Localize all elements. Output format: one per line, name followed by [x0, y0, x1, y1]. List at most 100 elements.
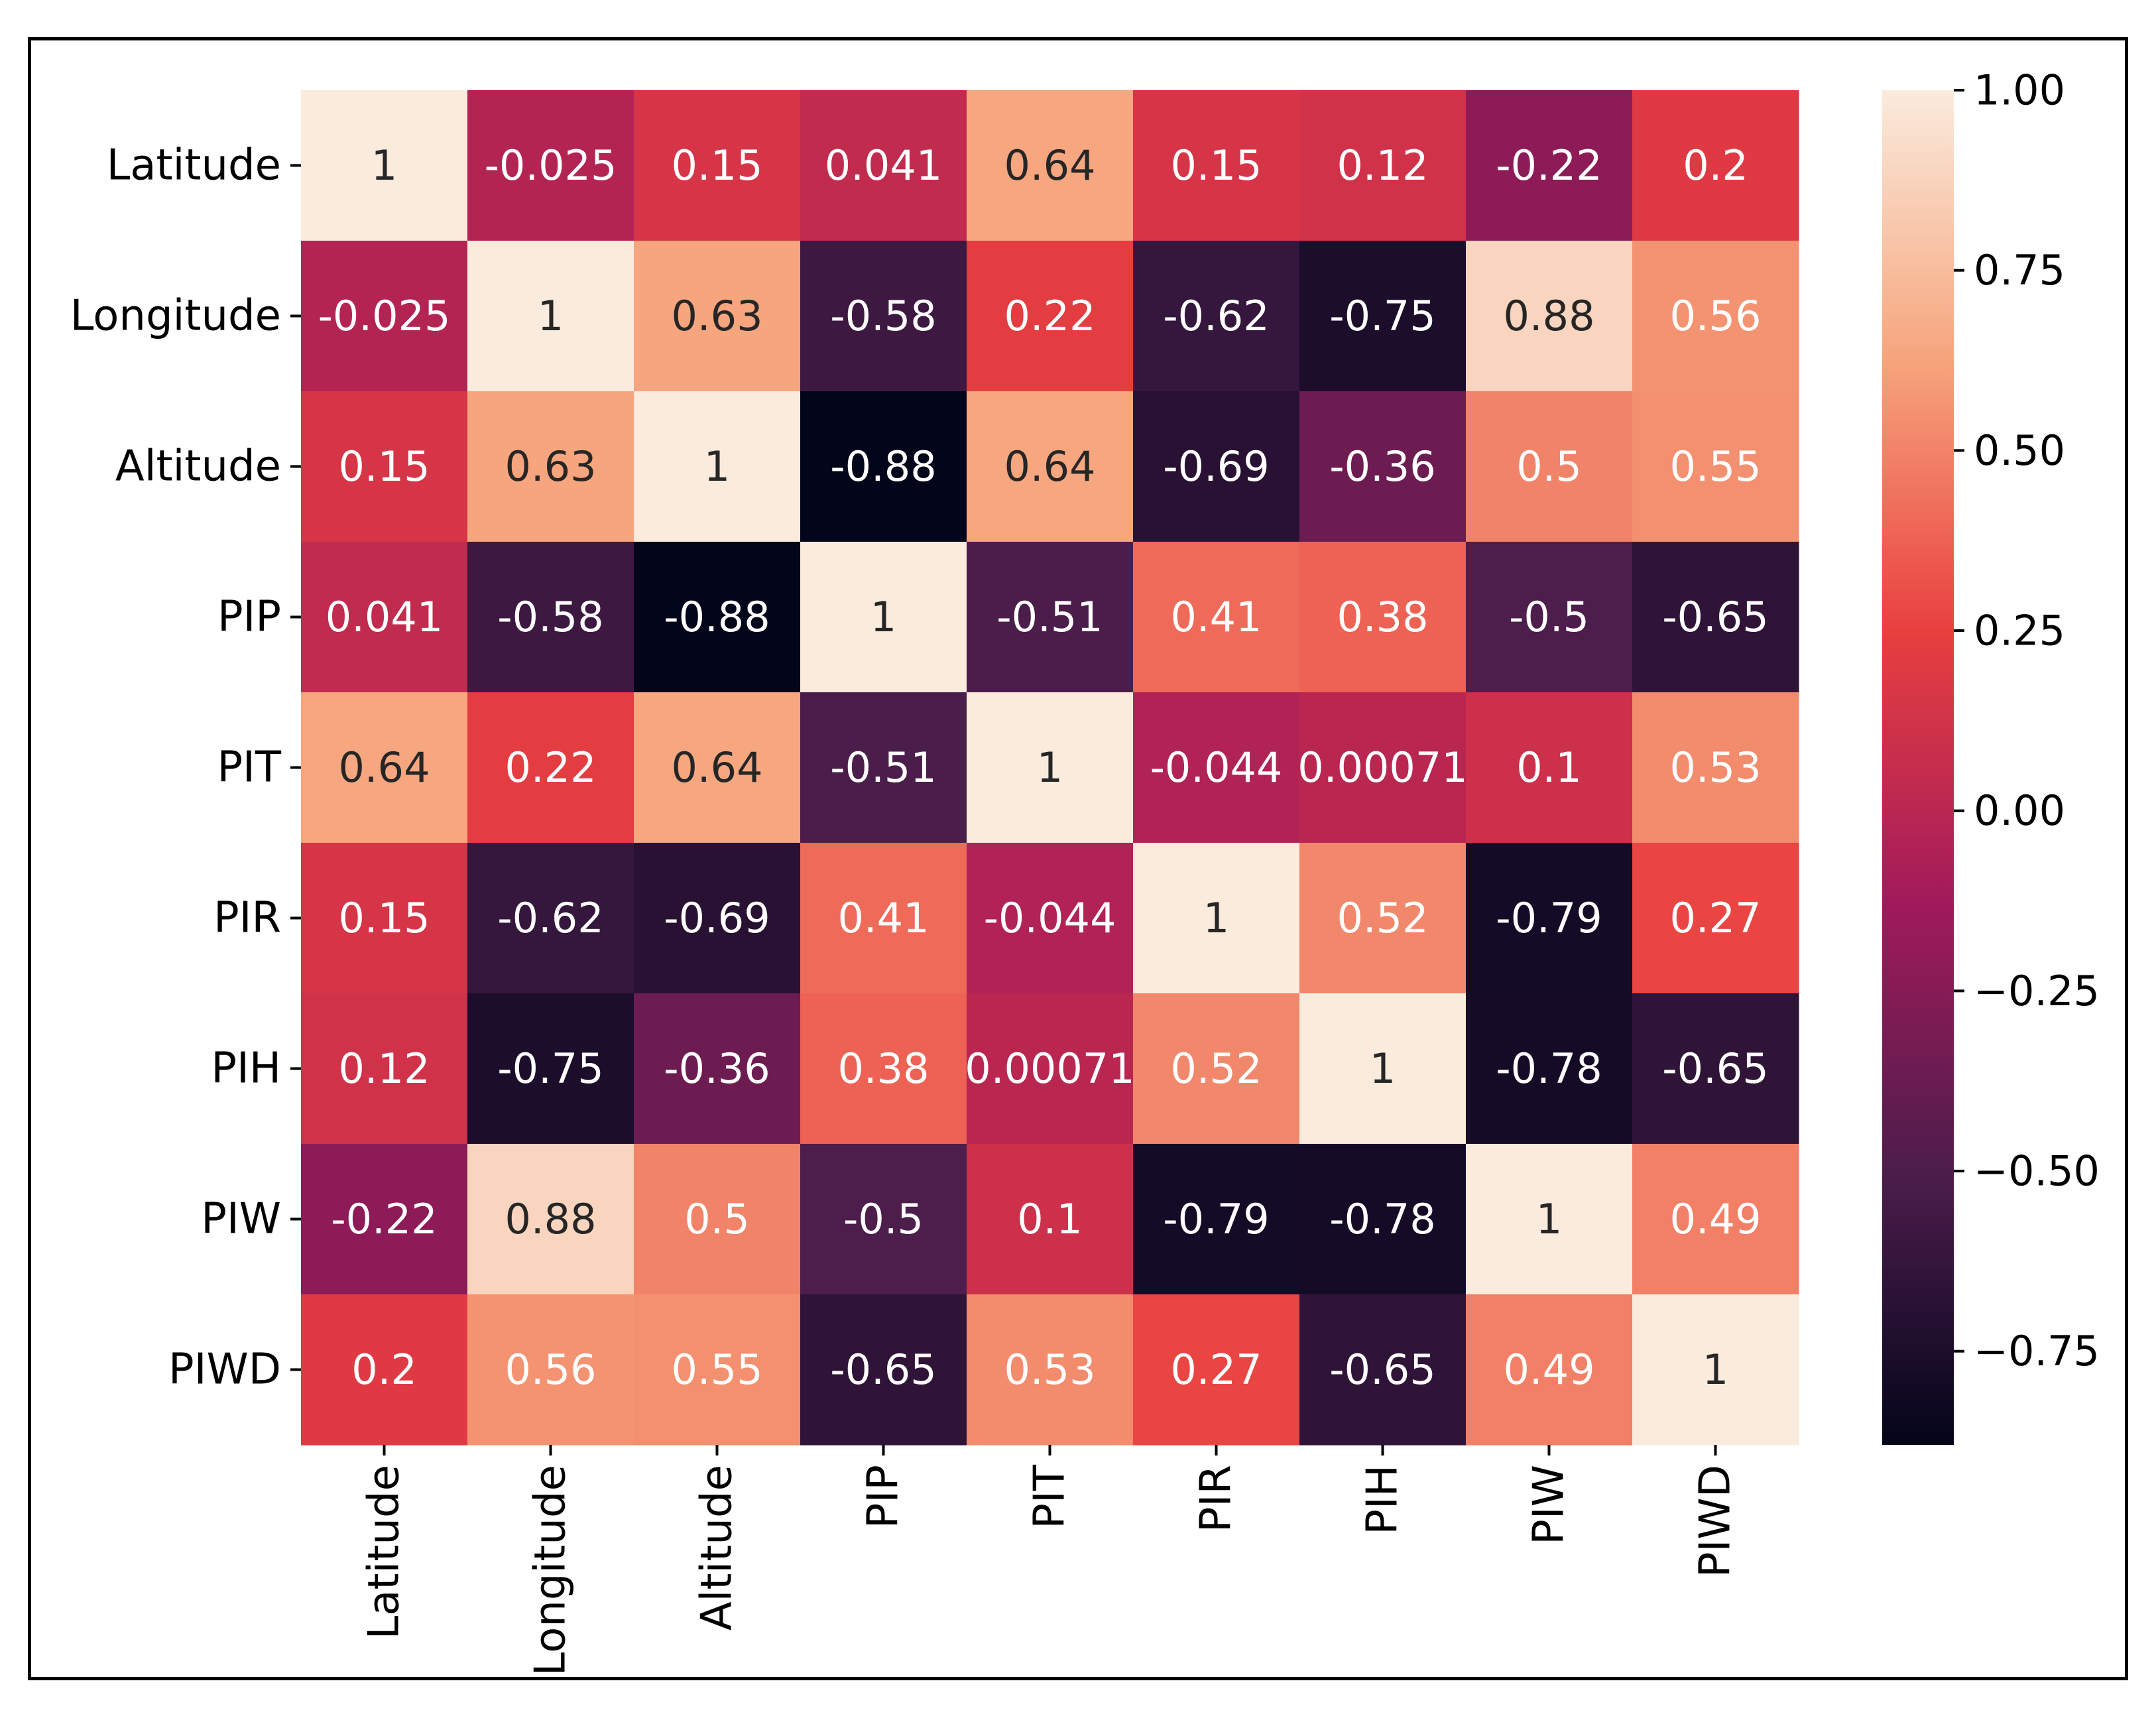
heatmap-cell [800, 692, 967, 843]
heatmap-cell [634, 241, 801, 392]
cell-annotation: 0.15 [338, 894, 430, 942]
heatmap-cell [1299, 391, 1467, 542]
heatmap-cell [1299, 90, 1467, 241]
heatmap-cell [467, 90, 634, 241]
cell-annotation: -0.22 [331, 1195, 437, 1243]
heatmap-cell [634, 90, 801, 241]
heatmap-cell [1632, 692, 1799, 843]
heatmap-cell [301, 993, 468, 1144]
heatmap-cell [967, 993, 1134, 1144]
heatmap-cell [634, 993, 801, 1144]
cell-annotation: 0.00071 [965, 1044, 1134, 1093]
cell-annotation: -0.65 [1662, 1044, 1768, 1093]
y-tick-label: PIT [217, 743, 281, 792]
cell-annotation: 1 [1536, 1195, 1562, 1243]
heatmap-cell [301, 843, 468, 994]
cell-annotation: 0.12 [338, 1044, 430, 1093]
cell-annotation: -0.58 [830, 292, 936, 340]
heatmap-cell [1466, 90, 1633, 241]
cell-annotation: -0.79 [1163, 1195, 1269, 1243]
heatmap-cell [1632, 241, 1799, 392]
heatmap-cell [1632, 1294, 1799, 1446]
heatmap-cell [967, 692, 1134, 843]
heatmap-cell [634, 1144, 801, 1295]
cell-annotation: -0.044 [984, 894, 1116, 942]
cell-annotation: 0.63 [505, 442, 596, 491]
heatmap-cell [301, 1294, 468, 1446]
cell-annotation: -0.65 [1662, 593, 1768, 641]
heatmap-cell [800, 542, 967, 693]
cell-annotation: 0.49 [1503, 1345, 1594, 1394]
heatmap-cell [1299, 993, 1467, 1144]
heatmap-cell [301, 391, 468, 542]
cell-annotation: -0.75 [1329, 292, 1435, 340]
cell-annotation: 0.53 [1669, 743, 1761, 792]
heatmap-cell [634, 692, 801, 843]
heatmap-cell [1133, 692, 1300, 843]
heatmap-cell [800, 241, 967, 392]
colorbar-tick-label: 0.75 [1974, 246, 2065, 294]
cell-annotation: -0.88 [830, 442, 936, 491]
heatmap-cell [634, 1294, 801, 1446]
heatmap-cell [1133, 391, 1300, 542]
heatmap-cell [1299, 241, 1467, 392]
cell-annotation: -0.5 [843, 1195, 924, 1243]
heatmap-cell [1133, 241, 1300, 392]
heatmap-cell [1133, 1144, 1300, 1295]
cell-annotation: -0.88 [664, 593, 770, 641]
cell-annotation: 0.27 [1170, 1345, 1262, 1394]
y-tick-label: PIW [201, 1195, 281, 1244]
heatmap-cell [1466, 542, 1633, 693]
heatmap-cell [1632, 993, 1799, 1144]
figure-frame: 1 -0.025 0.15 0.041 0.64 0.15 0.12 -0.22 0.2 -0.0… [28, 37, 2128, 1680]
heatmap-cell [634, 391, 801, 542]
cell-annotation: -0.025 [318, 292, 451, 340]
cell-annotation: -0.78 [1496, 1044, 1602, 1093]
cell-annotation: 0.88 [505, 1195, 596, 1243]
heatmap-cell [800, 1294, 967, 1446]
cell-annotation: 0.52 [1337, 894, 1428, 942]
heatmap-cell [1299, 1294, 1467, 1446]
y-tick-label: PIR [213, 894, 281, 943]
heatmap-cell [467, 692, 634, 843]
heatmap-cell [301, 692, 468, 843]
heatmap-cell [467, 241, 634, 392]
cell-annotation: -0.69 [1163, 442, 1269, 491]
cell-annotation: 0.12 [1337, 141, 1428, 190]
cell-annotation: 1 [1203, 894, 1229, 942]
heatmap-cell [1466, 391, 1633, 542]
cell-annotation: 0.41 [837, 894, 929, 942]
heatmap-cell [1299, 843, 1467, 994]
cell-annotation: 0.88 [1503, 292, 1594, 340]
heatmap-cell [1632, 90, 1799, 241]
cell-annotation: -0.69 [664, 894, 770, 942]
cell-annotation: 0.63 [671, 292, 762, 340]
heatmap-cell [1466, 241, 1633, 392]
heatmap-cell [967, 843, 1134, 994]
cell-annotation: 1 [870, 593, 896, 641]
cell-annotation: 1 [1703, 1345, 1728, 1394]
cell-annotation: 0.15 [338, 442, 430, 491]
heatmap-cell [1632, 1144, 1799, 1295]
heatmap-cell [1632, 542, 1799, 693]
cell-annotation: 0.2 [1683, 141, 1748, 190]
cell-annotation: -0.5 [1509, 593, 1589, 641]
heatmap-cell [467, 391, 634, 542]
x-tick-label: PIWD [1691, 1465, 1740, 1577]
heatmap-cell [1299, 542, 1467, 693]
heatmap-cell [800, 90, 967, 241]
cell-annotation: 1 [371, 141, 397, 190]
cell-annotation: 0.56 [505, 1345, 596, 1394]
x-tick-label: Longitude [526, 1465, 575, 1676]
colorbar-tick-label: 0.25 [1974, 607, 2065, 655]
heatmap-cell [634, 843, 801, 994]
heatmap-cell [1466, 843, 1633, 994]
heatmap-cell [967, 241, 1134, 392]
heatmap-cell [467, 1294, 634, 1446]
heatmap-cell [1466, 993, 1633, 1144]
cell-annotation: 0.22 [1004, 292, 1095, 340]
cell-annotation: 0.2 [351, 1345, 417, 1394]
cell-annotation: -0.65 [1329, 1345, 1435, 1394]
heatmap-cell [301, 1144, 468, 1295]
cell-annotation: 1 [704, 442, 730, 491]
